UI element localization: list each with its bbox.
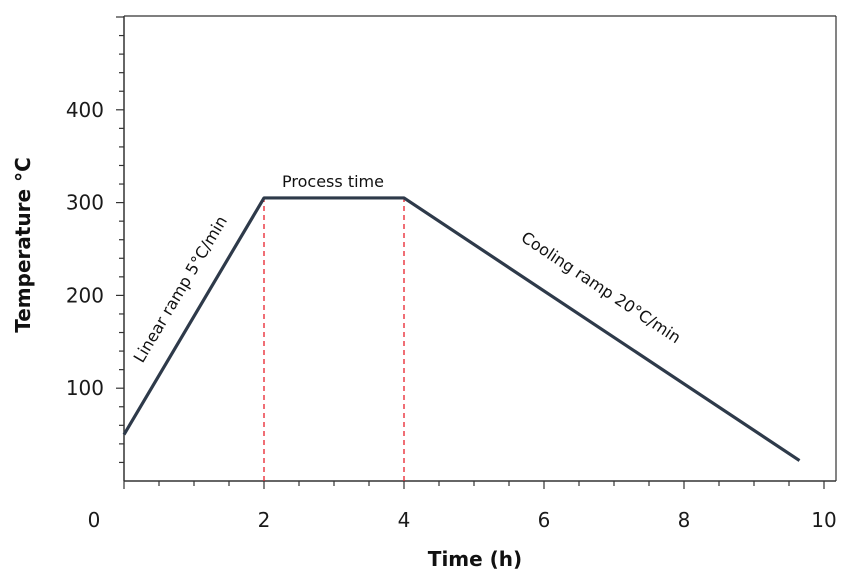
y-tick-label: 200: [66, 283, 104, 307]
y-tick-label: 300: [66, 191, 104, 215]
x-axis-title: Time (h): [428, 547, 522, 571]
x-tick-label: 0: [88, 508, 101, 532]
x-tick-label: 8: [678, 508, 691, 532]
x-tick-label: 2: [258, 508, 271, 532]
annotation-linear-ramp: Linear ramp 5°C/min: [130, 213, 231, 366]
series-line-1: [122, 196, 801, 462]
y-axis-title: Temperature °C: [11, 157, 35, 333]
x-tick-label: 6: [538, 508, 551, 532]
x-tick-label: 4: [398, 508, 411, 532]
y-tick-label: 100: [66, 376, 104, 400]
x-tick-label: 10: [811, 508, 836, 532]
y-tick-label: 400: [66, 98, 104, 122]
annotation-process-time: Process time: [282, 172, 384, 191]
